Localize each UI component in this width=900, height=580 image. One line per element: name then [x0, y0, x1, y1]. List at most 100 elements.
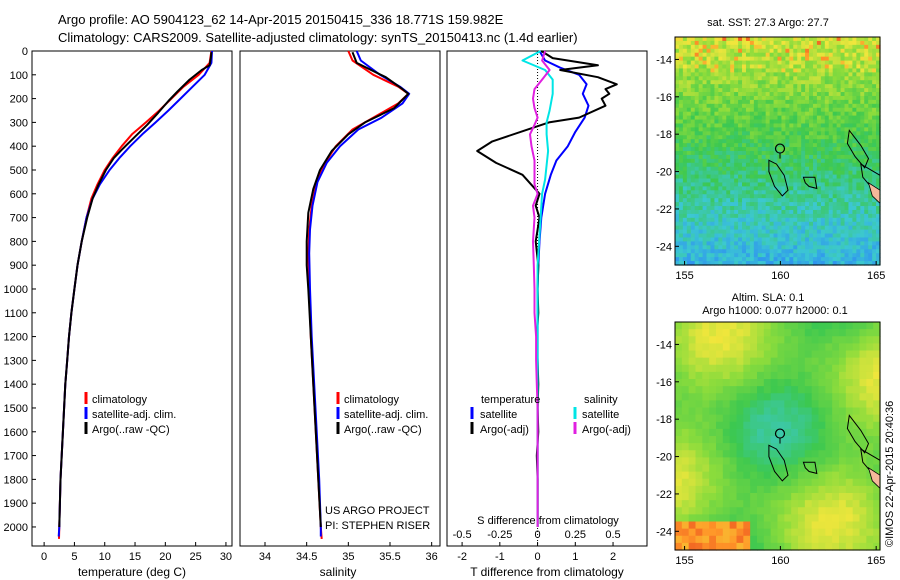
heatmap-cell: [757, 170, 763, 176]
heatmap-cell: [868, 107, 873, 113]
heatmap-cell: [797, 103, 802, 109]
heatmap-cell: [789, 64, 794, 70]
sst-map-panel: sat. SST: 27.3 Argo: 27.7 -14-16-18-20-2…: [656, 17, 885, 282]
heatmap-cell: [789, 162, 794, 168]
heatmap-cell: [726, 68, 731, 73]
heatmap-cell: [681, 407, 690, 416]
heatmap-cell: [836, 198, 842, 203]
heatmap-cell: [730, 202, 735, 207]
heatmap-cell: [818, 336, 826, 344]
heatmap-cell: [777, 229, 783, 235]
heatmap-cell: [848, 139, 853, 144]
heatmap-cell: [682, 99, 688, 105]
heatmap-cell: [805, 52, 810, 58]
heatmap-cell: [738, 40, 743, 46]
heatmap-cell: [816, 237, 822, 243]
heatmap-cell: [812, 154, 818, 160]
heatmap-cell: [734, 147, 739, 152]
heatmap-cell: [686, 107, 692, 113]
heatmap-cell: [860, 115, 865, 121]
heatmap-cell: [729, 386, 738, 394]
heatmap-cell: [856, 64, 861, 70]
heatmap-cell: [784, 364, 792, 373]
heatmap-cell: [736, 485, 744, 494]
heatmap-cell: [809, 111, 814, 117]
heatmap-cell: [722, 209, 727, 215]
heatmap-cell: [682, 72, 688, 77]
heatmap-cell: [845, 393, 854, 401]
heatmap-cell: [729, 436, 738, 444]
heatmap-cell: [710, 241, 716, 246]
heatmap-cell: [750, 343, 758, 352]
heatmap-cell: [805, 190, 810, 195]
heatmap-cell: [777, 119, 783, 125]
heatmap-cell: [675, 500, 683, 508]
header-line-1: Argo profile: AO 5904123_62 14-Apr-2015 …: [58, 12, 504, 27]
heatmap-cell: [763, 478, 772, 487]
heatmap-cell: [872, 170, 877, 176]
heatmap-cell: [852, 225, 857, 231]
heatmap-cell: [864, 139, 869, 144]
heatmap-cell: [722, 182, 727, 187]
heatmap-cell: [840, 64, 846, 70]
heatmap-cell: [722, 436, 731, 444]
heatmap-cell: [761, 257, 767, 262]
heatmap-cell: [868, 166, 873, 172]
heatmap-cell: [828, 198, 834, 203]
heatmap-cell: [675, 123, 680, 129]
heatmap-cell: [805, 56, 810, 62]
heatmap-cell: [824, 245, 830, 250]
heatmap-cell: [734, 107, 739, 113]
heatmap-cell: [765, 237, 771, 243]
heatmap-cell: [745, 119, 751, 125]
heatmap-cell: [698, 139, 704, 144]
heatmap-cell: [738, 182, 743, 187]
heatmap-cell: [722, 95, 727, 101]
heatmap-cell: [859, 471, 867, 480]
heatmap-cell: [816, 64, 822, 70]
heatmap-cell: [789, 213, 794, 219]
heatmap-cell: [789, 257, 794, 262]
heatmap-cell: [773, 127, 779, 132]
heatmap-cell: [866, 343, 874, 352]
heatmap-cell: [694, 44, 700, 50]
heatmap-cell: [789, 143, 794, 148]
heatmap-cell: [718, 194, 723, 199]
heatmap-cell: [860, 119, 865, 125]
heatmap-cell: [678, 261, 684, 266]
heatmap-cell: [710, 147, 716, 152]
heatmap-cell: [757, 393, 765, 401]
heatmap-cell: [757, 182, 763, 187]
heatmap-cell: [761, 237, 767, 243]
heatmap-cell: [820, 237, 826, 243]
heatmap-cell: [688, 393, 697, 401]
heatmap-cell: [761, 154, 767, 160]
heatmap-cell: [791, 393, 799, 401]
heatmap-cell: [868, 261, 873, 266]
heatmap-cell: [801, 166, 806, 172]
heatmap-cell: [745, 217, 751, 223]
heatmap-cell: [777, 507, 785, 515]
heatmap-cell: [828, 52, 834, 58]
heatmap-cell: [789, 198, 794, 203]
difference-legend: temperature salinity satellite Argo(-adj…: [470, 394, 631, 436]
heatmap-cell: [749, 44, 755, 50]
heatmap-cell: [852, 322, 861, 330]
heatmap-cell: [722, 166, 727, 172]
heatmap-cell: [722, 421, 731, 430]
heatmap-cell: [709, 485, 717, 494]
heatmap-cell: [856, 143, 861, 148]
heatmap-cell: [695, 457, 703, 466]
heatmap-cell: [864, 221, 869, 227]
heatmap-cell: [864, 72, 869, 77]
heatmap-cell: [801, 245, 806, 250]
heatmap-cell: [682, 154, 688, 160]
heatmap-cell: [742, 131, 747, 136]
heatmap-cell: [797, 221, 802, 227]
heatmap-cell: [825, 478, 833, 487]
heatmap-cell: [765, 166, 771, 172]
heatmap-cell: [686, 99, 692, 105]
heatmap-cell: [777, 386, 785, 394]
heatmap-cell: [777, 88, 783, 93]
heatmap-cell: [682, 229, 688, 235]
